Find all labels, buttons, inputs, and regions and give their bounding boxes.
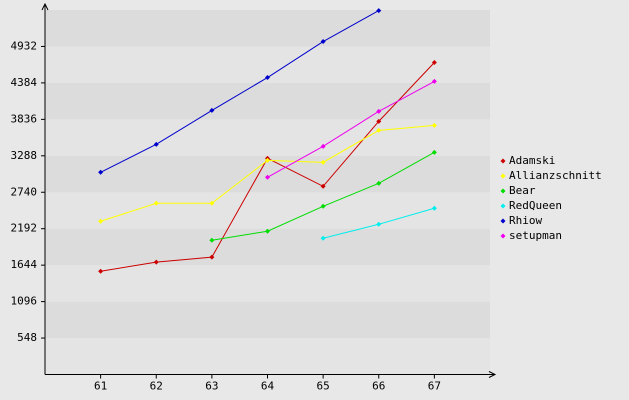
point — [320, 39, 326, 45]
y-tick-label: 548 — [17, 331, 37, 344]
plot-band — [45, 192, 490, 229]
point — [209, 254, 215, 260]
legend-label: setupman — [509, 229, 562, 242]
point — [431, 205, 437, 211]
point — [431, 149, 437, 155]
point — [320, 203, 326, 209]
plot-band — [45, 10, 490, 47]
legend-swatch — [500, 218, 506, 224]
point — [376, 221, 382, 227]
x-tick-label: 67 — [428, 380, 441, 393]
x-tick-label: 63 — [205, 380, 218, 393]
series-line — [267, 80, 435, 178]
point — [320, 235, 326, 241]
point — [265, 228, 270, 234]
point — [209, 237, 215, 243]
point — [320, 159, 326, 165]
y-tick-label: 4384 — [11, 76, 38, 89]
plot-band — [45, 338, 490, 375]
x-tick-label: 62 — [150, 380, 163, 393]
point — [98, 218, 104, 224]
plot-band — [45, 301, 490, 339]
y-tick-label: 3836 — [11, 112, 38, 125]
legend-swatch — [500, 173, 506, 179]
legend-swatch — [500, 203, 506, 209]
legend-swatch — [500, 233, 506, 239]
legend-label: RedQueen — [509, 199, 562, 212]
y-tick-label: 2192 — [11, 222, 38, 235]
point — [320, 183, 326, 189]
y-tick-label: 1096 — [11, 295, 38, 308]
point — [98, 169, 104, 175]
y-tick-label: 4932 — [11, 39, 38, 52]
series-line — [100, 10, 379, 173]
legend-label: Rhiow — [509, 214, 542, 227]
point — [265, 174, 270, 180]
legend-swatch — [500, 188, 506, 194]
plot-band — [45, 82, 490, 120]
plot-band — [45, 265, 490, 302]
y-tick-label: 2740 — [11, 185, 38, 198]
point — [320, 143, 326, 149]
x-tick-label: 66 — [372, 380, 385, 393]
y-axis-arrow — [41, 2, 49, 11]
x-tick-label: 65 — [317, 380, 330, 393]
point — [153, 200, 159, 206]
point — [265, 157, 270, 163]
legend-swatch — [500, 158, 506, 164]
point — [98, 268, 104, 274]
y-tick-label: 3288 — [11, 149, 38, 162]
point — [431, 122, 437, 128]
legend-label: Allianzschnitt — [509, 169, 602, 182]
y-tick-label: 1644 — [11, 258, 38, 271]
point — [209, 107, 215, 113]
x-tick-label: 64 — [261, 380, 275, 393]
point — [431, 78, 437, 84]
point — [376, 118, 382, 124]
point — [265, 75, 270, 81]
point — [376, 180, 382, 186]
point — [376, 127, 382, 133]
legend-label: Bear — [509, 184, 536, 197]
point — [153, 259, 159, 265]
point — [209, 200, 215, 206]
point — [431, 59, 437, 65]
x-axis-arrow — [488, 371, 497, 378]
point — [376, 108, 382, 114]
point — [376, 8, 382, 14]
plot-band — [45, 119, 490, 156]
point — [153, 141, 159, 147]
legend-label: Adamski — [509, 154, 555, 167]
plot-band — [45, 228, 490, 266]
x-tick-label: 61 — [94, 380, 107, 393]
